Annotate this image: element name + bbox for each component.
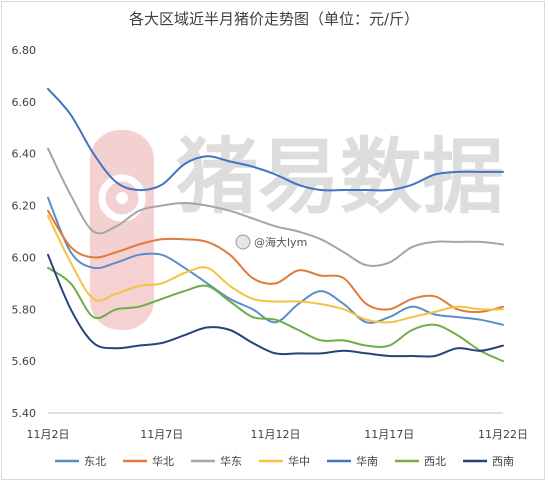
y-tick-label: 6.20 [12, 200, 37, 213]
legend-label: 华北 [152, 454, 174, 468]
legend-label: 东北 [84, 455, 106, 468]
x-tick-label: 11月2日 [27, 428, 70, 441]
series-line-6 [47, 266, 504, 363]
x-tick-label: 11月22日 [478, 428, 528, 441]
credit-text: @海大lym [254, 235, 307, 249]
legend-label: 华南 [356, 454, 378, 468]
plot-area [47, 87, 504, 363]
watermark-logo [90, 130, 154, 330]
weibo-credit: @海大lym [235, 234, 307, 250]
x-tick-label: 11月12日 [251, 428, 301, 441]
y-tick-label: 5.60 [12, 355, 37, 368]
x-tick-label: 11月17日 [364, 428, 414, 441]
y-tick-label: 6.40 [12, 148, 37, 161]
legend-label: 华中 [288, 454, 310, 468]
legend-label: 西南 [492, 455, 514, 468]
y-tick-label: 6.00 [12, 251, 37, 264]
weibo-icon [235, 234, 251, 250]
y-tick-label: 5.80 [12, 303, 37, 316]
watermark-logo-ring [98, 174, 146, 222]
y-tick-label: 6.60 [12, 96, 37, 109]
series-line-7 [47, 253, 504, 358]
x-axis: 11月2日 11月7日 11月12日 11月17日 11月22日 [27, 412, 528, 441]
chart-title: 各大区域近半月猪价走势图（单位：元/斤） [129, 10, 419, 28]
legend-label: 西北 [424, 455, 446, 468]
y-tick-label: 5.40 [12, 407, 37, 420]
watermark-brand-text: 猪易数据 [176, 130, 504, 225]
watermark-logo-dot [116, 192, 128, 204]
legend: 东北 华北 华东 华中 华南 西北 西南 [55, 454, 514, 468]
legend-label: 华东 [220, 454, 242, 468]
series-line-1 [47, 196, 504, 326]
y-tick-label: 6.80 [12, 44, 37, 57]
x-tick-label: 11月7日 [140, 428, 183, 441]
series-line-2 [47, 209, 504, 314]
series-line-5 [47, 87, 504, 192]
series-line-3 [47, 147, 504, 267]
y-axis: 5.40 5.60 5.80 6.00 6.20 6.40 6.60 6.80 [12, 44, 37, 420]
watermark: 猪易数据 [90, 130, 504, 330]
series-line-4 [47, 214, 504, 324]
